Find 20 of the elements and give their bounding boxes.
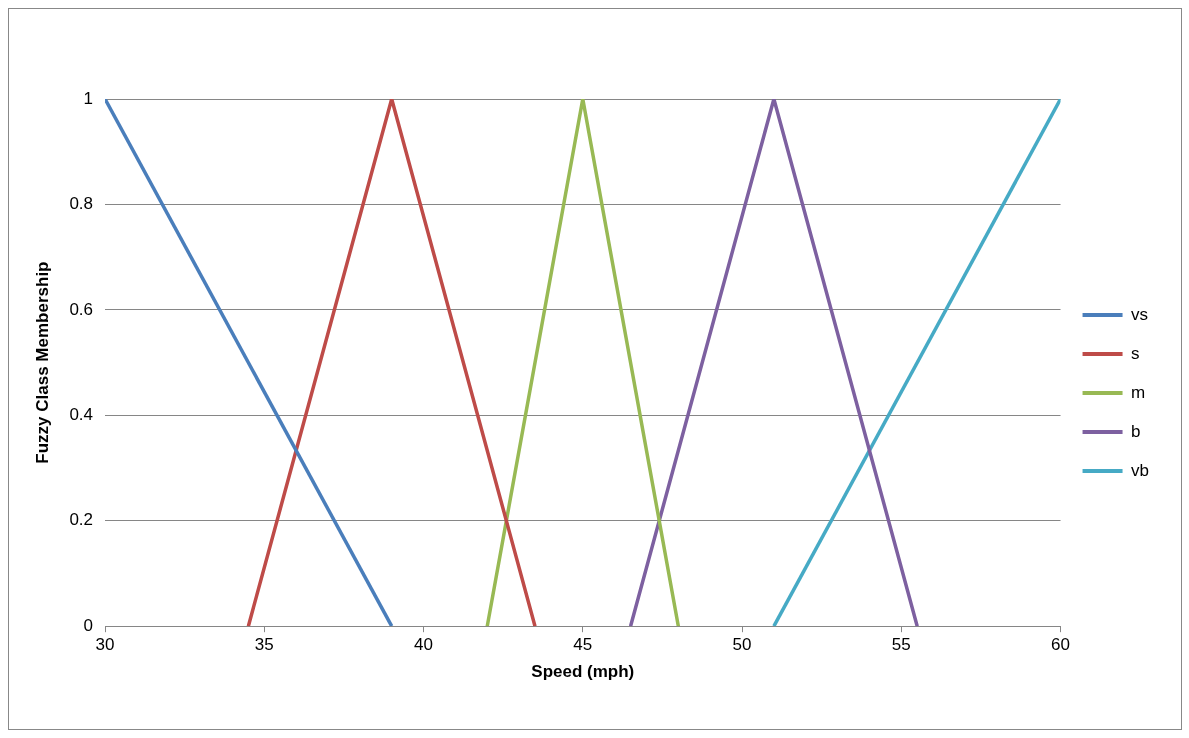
x-tick-label: 40 <box>414 635 433 655</box>
legend-label: vb <box>1131 460 1150 480</box>
y-tick-label: 0 <box>83 615 94 635</box>
y-tick-label: 0.2 <box>69 510 94 530</box>
x-tick-label: 45 <box>573 635 593 655</box>
x-axis-title: Speed (mph) <box>531 662 635 682</box>
x-tick-label: 30 <box>95 635 115 655</box>
x-tick-label: 60 <box>1051 635 1071 655</box>
x-tick-label: 55 <box>891 635 911 655</box>
y-tick-label: 0.8 <box>69 194 94 214</box>
legend-label: s <box>1131 343 1140 363</box>
y-axis-title: Fuzzy Class Membership <box>32 261 52 464</box>
legend-label: b <box>1131 421 1141 441</box>
x-tick-label: 50 <box>732 635 752 655</box>
y-tick-label: 0.4 <box>69 405 94 425</box>
x-tick-label: 35 <box>254 635 274 655</box>
legend-label: vs <box>1131 304 1149 324</box>
y-tick-label: 1 <box>83 88 94 108</box>
y-tick-label: 0.6 <box>69 299 94 319</box>
legend-label: m <box>1131 382 1146 402</box>
